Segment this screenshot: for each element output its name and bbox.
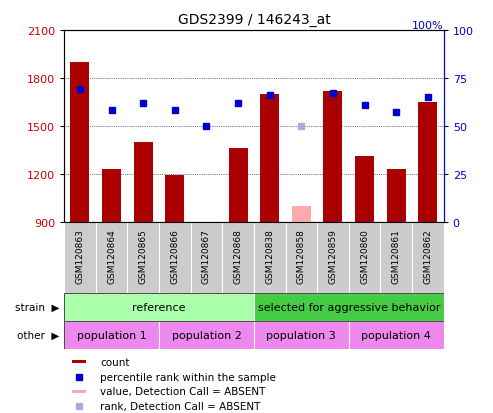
Text: GSM120859: GSM120859	[328, 228, 338, 283]
Bar	[381, 223, 412, 293]
Bar	[127, 223, 159, 293]
Bar	[285, 223, 317, 293]
Bar	[254, 223, 285, 293]
Text: strain  ▶: strain ▶	[15, 302, 59, 312]
Bar	[349, 321, 444, 349]
Text: other  ▶: other ▶	[17, 330, 59, 340]
Bar	[292, 206, 311, 223]
Bar	[323, 91, 343, 223]
Text: GSM120860: GSM120860	[360, 228, 369, 283]
Text: GSM120866: GSM120866	[170, 228, 179, 283]
Text: GSM120867: GSM120867	[202, 228, 211, 283]
Bar	[349, 223, 381, 293]
Text: population 2: population 2	[172, 330, 242, 340]
Bar	[70, 62, 89, 223]
Bar	[222, 223, 254, 293]
Bar	[317, 223, 349, 293]
Bar	[134, 142, 153, 223]
Bar	[165, 176, 184, 223]
Text: value, Detection Call = ABSENT: value, Detection Call = ABSENT	[100, 387, 266, 396]
Text: population 4: population 4	[361, 330, 431, 340]
Text: GSM120861: GSM120861	[392, 228, 401, 283]
Bar	[260, 95, 279, 223]
Text: reference: reference	[132, 302, 186, 312]
Text: GSM120858: GSM120858	[297, 228, 306, 283]
Bar	[71, 360, 86, 363]
Text: population 1: population 1	[77, 330, 146, 340]
Bar	[229, 149, 247, 223]
Bar	[64, 223, 96, 293]
Text: population 3: population 3	[267, 330, 336, 340]
Title: GDS2399 / 146243_at: GDS2399 / 146243_at	[177, 13, 330, 27]
Bar	[102, 170, 121, 223]
Text: GSM120868: GSM120868	[234, 228, 243, 283]
Text: GSM120864: GSM120864	[107, 228, 116, 283]
Bar	[159, 223, 191, 293]
Text: GSM120838: GSM120838	[265, 228, 274, 283]
Text: count: count	[100, 357, 130, 367]
Bar	[412, 223, 444, 293]
Bar	[96, 223, 127, 293]
Text: percentile rank within the sample: percentile rank within the sample	[100, 372, 276, 382]
Bar	[387, 170, 406, 223]
Text: GSM120865: GSM120865	[139, 228, 148, 283]
Bar	[355, 157, 374, 223]
Bar	[71, 390, 86, 393]
Bar	[64, 321, 159, 349]
Bar	[159, 321, 254, 349]
Text: GSM120862: GSM120862	[423, 228, 432, 283]
Bar	[197, 223, 216, 228]
Bar	[64, 293, 254, 321]
Text: rank, Detection Call = ABSENT: rank, Detection Call = ABSENT	[100, 401, 260, 411]
Text: 100%: 100%	[412, 21, 444, 31]
Text: selected for aggressive behavior: selected for aggressive behavior	[257, 302, 440, 312]
Bar	[419, 102, 437, 223]
Bar	[191, 223, 222, 293]
Bar	[254, 321, 349, 349]
Text: GSM120863: GSM120863	[75, 228, 84, 283]
Bar	[254, 293, 444, 321]
